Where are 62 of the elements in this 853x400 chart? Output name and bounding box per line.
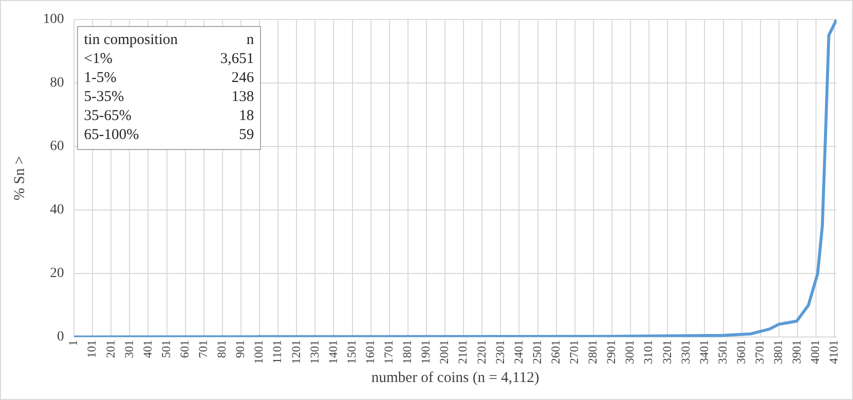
x-tick-label: 201: [103, 340, 118, 358]
x-tick-label: 1101: [270, 340, 284, 364]
x-tick-label: 3501: [715, 340, 730, 364]
annotation: 35-65%: [84, 107, 132, 126]
x-axis-title: number of coins (n = 4,112): [371, 370, 540, 386]
annotation: 1-5%: [84, 69, 116, 88]
x-tick-label: 2001: [437, 340, 452, 364]
annotation: 246: [232, 69, 254, 88]
x-tick-label: 1701: [382, 340, 396, 364]
y-tick-label: 20: [50, 266, 64, 282]
x-tick-label: 4101: [826, 340, 841, 364]
x-tick-label: 2801: [586, 340, 600, 364]
x-tick-label: 2501: [530, 340, 544, 364]
x-tick-label: 801: [214, 340, 229, 358]
x-tick-label: 2701: [567, 340, 582, 364]
x-tick-label: 3101: [641, 340, 656, 364]
x-tick-label: 3001: [622, 340, 637, 364]
x-tick-label: 701: [196, 340, 210, 358]
x-tick-label: 1301: [307, 340, 322, 364]
y-tick-label: 0: [57, 330, 64, 345]
x-tick-label: 2201: [474, 340, 488, 364]
x-tick-label: 3401: [696, 340, 711, 364]
x-tick-label: 501: [158, 340, 173, 358]
annotation: 138: [232, 88, 254, 107]
x-tick-label: 301: [122, 340, 136, 358]
x-tick-label: 2101: [456, 340, 470, 364]
x-tick-label: 3801: [771, 340, 786, 364]
x-tick-label: 1401: [326, 340, 340, 364]
x-tick-label: 2901: [604, 340, 618, 364]
x-tick-label: 2301: [492, 340, 507, 364]
y-tick-label: 100: [43, 12, 64, 28]
x-tick-label: 1601: [362, 340, 377, 364]
x-tick-label: 3901: [790, 340, 804, 364]
y-axis-title: % Sn >: [12, 156, 28, 200]
x-tick-label: 1201: [288, 340, 303, 364]
annotation: n: [246, 31, 254, 50]
annotation: 65-100%: [84, 126, 139, 145]
x-tick-label: 601: [177, 340, 192, 358]
annotation: 5-35%: [84, 88, 124, 107]
x-tick-label: 3301: [678, 340, 692, 364]
y-tick-label: 80: [50, 76, 64, 91]
x-tick-label: 1: [66, 340, 80, 346]
x-tick-label: 1501: [344, 340, 358, 364]
x-tick-label: 1001: [252, 340, 266, 364]
annotation: <1%: [84, 50, 112, 69]
x-tick-label: 4001: [808, 340, 822, 364]
x-tick-label: 3701: [752, 340, 767, 364]
x-tick-label: 2601: [548, 340, 562, 364]
x-tick-label: 3601: [734, 340, 748, 364]
y-tick-label: 60: [50, 139, 64, 154]
annotation: 59: [239, 126, 254, 145]
x-tick-label: 1801: [400, 340, 414, 364]
x-tick-label: 901: [233, 340, 248, 358]
x-tick-label: 3201: [660, 340, 674, 364]
x-tick-label: 2401: [511, 340, 526, 364]
annotation: 3,651: [220, 50, 254, 69]
x-tick-label: 401: [140, 340, 154, 358]
x-tick-label: 1901: [418, 340, 433, 364]
x-tick-label: 101: [84, 340, 99, 358]
annotation: 18: [239, 107, 254, 126]
y-tick-label: 40: [50, 202, 64, 218]
annotation: tin composition: [84, 31, 178, 50]
